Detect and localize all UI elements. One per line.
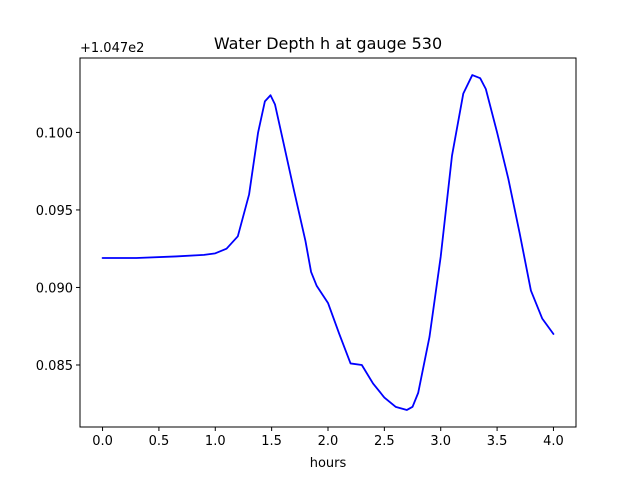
plot-background: [80, 58, 576, 427]
plot-frame: [79, 57, 577, 428]
x-tick-label: 1.5: [261, 434, 282, 449]
x-tick-label: 0.5: [149, 434, 170, 449]
y-axis: 0.085 0.090 0.095 0.100: [36, 126, 80, 374]
y-tick-label: 0.095: [36, 204, 73, 219]
x-tick-label: 3.5: [487, 434, 508, 449]
x-tick-label: 2.5: [374, 434, 395, 449]
y-offset-label: +1.047e2: [80, 41, 144, 56]
x-tick-label: 4.0: [543, 434, 564, 449]
x-axis-label: hours: [310, 456, 347, 471]
x-tick-label: 0.0: [92, 434, 113, 449]
x-axis: 0.0 0.5 1.0 1.5 2.0 2.5 3.0 3.5 4.0: [92, 427, 564, 449]
x-tick-label: 1.0: [205, 434, 226, 449]
y-tick-label: 0.085: [36, 359, 73, 374]
series-line: [101, 74, 555, 411]
y-tick-label: 0.100: [36, 126, 73, 141]
x-tick-label: 3.0: [430, 434, 451, 449]
plot-area: [80, 58, 576, 427]
y-tick-label: 0.090: [36, 281, 73, 296]
x-tick-label: 2.0: [318, 434, 339, 449]
chart-title: Water Depth h at gauge 530: [214, 34, 442, 53]
